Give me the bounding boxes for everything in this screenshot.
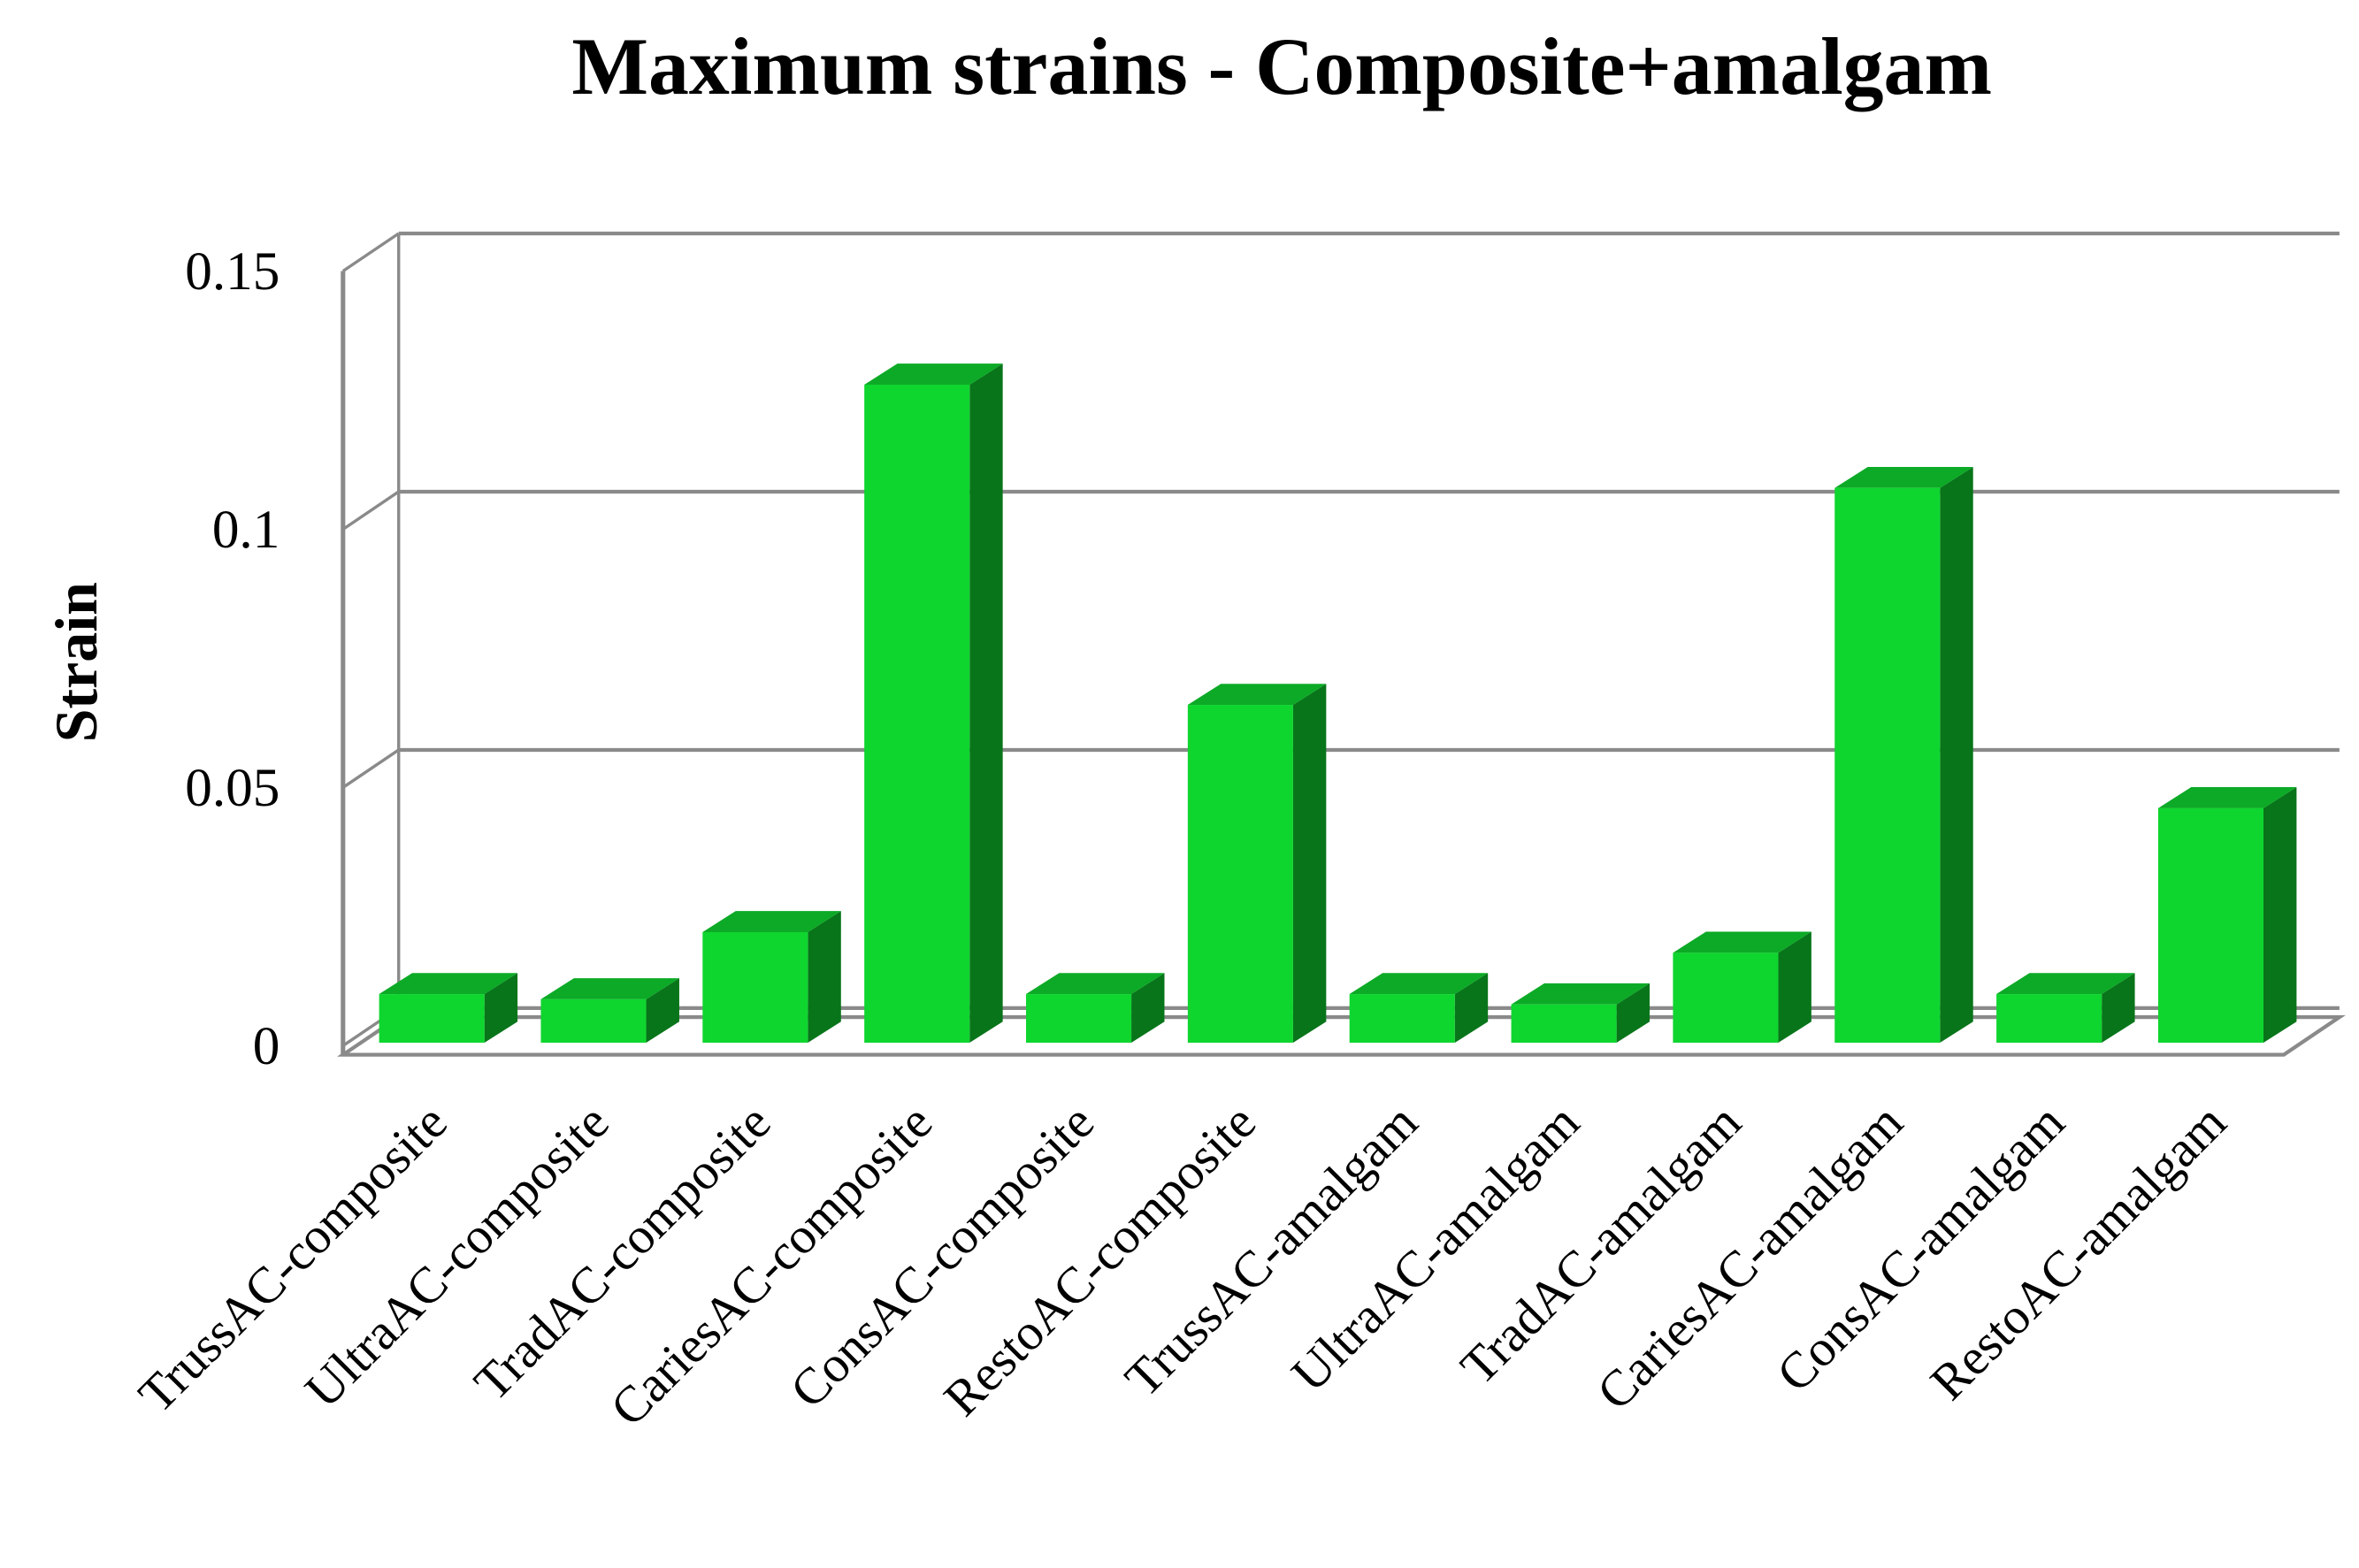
- bar-group: [702, 911, 841, 1044]
- bar: [379, 994, 485, 1044]
- bar-side: [808, 911, 841, 1044]
- x-tick-label: TrussAC-amalgam: [1114, 1093, 1428, 1408]
- y-tick-label: 0.05: [185, 758, 280, 818]
- bar-group: [1673, 931, 1811, 1044]
- bar-group: [2157, 787, 2297, 1044]
- y-tick-label: 0: [253, 1016, 280, 1076]
- bar-group: [1996, 973, 2135, 1044]
- bar-top: [864, 363, 1003, 385]
- bar-top: [1511, 983, 1651, 1005]
- x-tick-label: ConsAC-composite: [779, 1093, 1106, 1419]
- bar-side: [1940, 466, 1973, 1044]
- bar: [1673, 952, 1779, 1044]
- bar-top: [1349, 973, 1489, 995]
- bar-group: [864, 363, 1003, 1044]
- bar-top: [1834, 466, 1973, 488]
- tick-diagonal: [341, 232, 400, 272]
- bar: [702, 931, 808, 1044]
- bar: [1349, 994, 1455, 1044]
- bar: [1187, 705, 1293, 1044]
- y-axis-label: Strain: [42, 582, 110, 742]
- bar-side: [1454, 973, 1489, 1044]
- y-tick-label: 0.1: [212, 500, 280, 560]
- bar-group: [540, 978, 679, 1044]
- bar-side: [646, 978, 679, 1044]
- x-tick-label: TradAC-amalgam: [1450, 1093, 1752, 1396]
- x-tick-label: CariesAC-amalgam: [1586, 1093, 1914, 1421]
- tick-diagonal: [341, 748, 400, 789]
- y-tick-label: 0.15: [185, 241, 280, 302]
- bar-group: [1187, 684, 1327, 1044]
- bar-group: [1026, 973, 1165, 1044]
- bar-top: [702, 911, 841, 932]
- bar-side: [1131, 973, 1165, 1044]
- bar-group: [1349, 973, 1489, 1044]
- bar-group: [1511, 983, 1651, 1044]
- x-tick-label: ConsAC-amalgam: [1765, 1093, 2075, 1403]
- bar: [864, 384, 970, 1044]
- bar-top: [1187, 684, 1327, 706]
- x-tick-label: TradAC-composite: [463, 1093, 781, 1411]
- bar-side: [2263, 787, 2297, 1044]
- x-tick-label: UltraAC-amalgam: [1280, 1093, 1589, 1403]
- bar: [1834, 487, 1941, 1044]
- bar: [2157, 807, 2263, 1044]
- chart-title: Maximum strains - Composite+amalgam: [571, 21, 1992, 111]
- bar-side: [1616, 983, 1651, 1044]
- bar-side: [484, 973, 518, 1044]
- bar-side: [2102, 973, 2135, 1044]
- bar-top: [1996, 973, 2135, 995]
- bar-top: [1673, 931, 1811, 953]
- tick-diagonal: [341, 490, 400, 531]
- bar-top: [379, 973, 518, 995]
- bar: [540, 998, 647, 1044]
- bar: [1026, 994, 1132, 1044]
- x-tick-label: RestoAC-amalgam: [1919, 1093, 2237, 1411]
- x-tick-label: TrussAC-composite: [127, 1093, 458, 1424]
- bar-side: [1778, 931, 1811, 1044]
- bar: [1511, 1004, 1617, 1044]
- bar: [1996, 994, 2102, 1044]
- bar-top: [540, 978, 679, 999]
- x-tick-label: UltraAC-composite: [294, 1093, 619, 1419]
- bar-group: [379, 973, 518, 1044]
- bar-group: [1834, 466, 1973, 1044]
- bar-top: [1026, 973, 1165, 995]
- x-tick-label: RestoAC-composite: [932, 1093, 1267, 1427]
- bar-top: [2157, 787, 2297, 808]
- bar-side: [1292, 684, 1327, 1044]
- bar-side: [969, 363, 1003, 1044]
